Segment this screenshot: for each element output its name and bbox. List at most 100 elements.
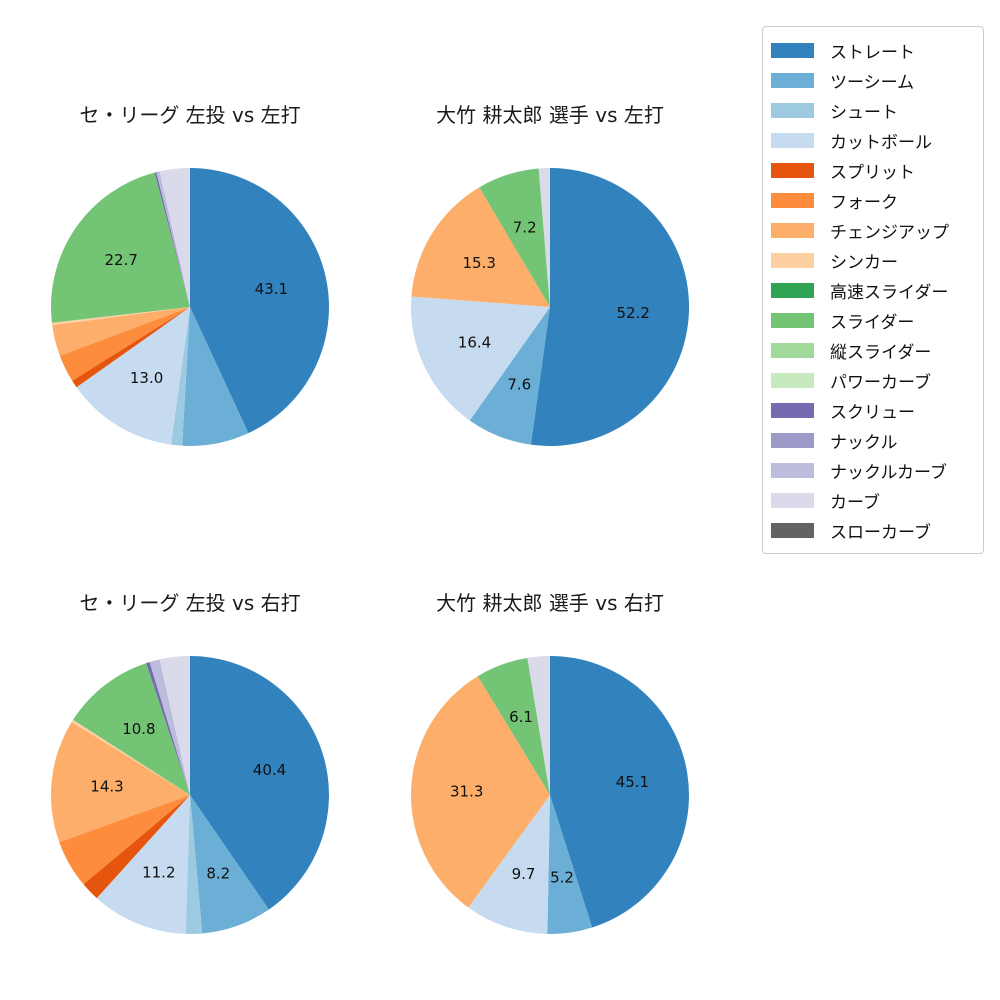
legend-swatch-icon: [771, 252, 814, 268]
pie-slice-value-label: 7.2: [513, 219, 537, 237]
pie-chart-otake-vs-lhb: 大竹 耕太郎 選手 vs 左打 52.2 7.6 16.4 15.3 7.2: [390, 95, 710, 452]
pie-league-lhp-vs-lhb: 43.1 13.0 22.7: [51, 168, 329, 447]
pie-slice-シンカー: [51, 307, 190, 326]
pie-slice-チェンジアップ: [52, 307, 191, 356]
legend-label: カーブ: [830, 492, 880, 513]
chart-title: セ・リーグ 左投 vs 右打: [79, 591, 301, 615]
legend-item: スローカーブ: [771, 515, 979, 545]
pie-slice-ツーシーム: [547, 795, 593, 935]
chart-title: セ・リーグ 左投 vs 左打: [79, 103, 301, 127]
pie-slice-チェンジアップ: [51, 722, 190, 843]
pie-slice-カーブ: [527, 656, 550, 795]
pie-slice-ストレート: [550, 656, 689, 928]
pie-league-lhp-vs-rhb: 40.4 8.2 11.2 14.3 10.8: [51, 656, 329, 934]
pie-slice-カーブ: [159, 656, 190, 795]
pie-slice-value-label: 43.1: [255, 280, 288, 298]
pie-slice-スクリュー: [146, 662, 190, 795]
pie-slice-フォーク: [59, 795, 190, 885]
pie-otake-vs-rhb: 45.1 5.2 9.7 31.3 6.1: [411, 656, 689, 935]
pie-slice-value-label: 10.8: [122, 720, 155, 738]
legend-item: ツーシーム: [771, 65, 979, 95]
legend-item: パワーカーブ: [771, 365, 979, 395]
pie-slice-カーブ: [159, 168, 190, 307]
legend-item: カーブ: [771, 485, 979, 515]
legend-swatch-icon: [771, 402, 814, 418]
legend-swatch-icon: [771, 432, 814, 448]
pie-slice-ツーシーム: [469, 307, 550, 445]
pie-slice-チェンジアップ: [411, 187, 550, 307]
legend-item: スプリット: [771, 155, 979, 185]
pie-slice-シュート: [185, 795, 203, 934]
legend-swatch-icon: [771, 162, 814, 178]
legend-item: 縦スライダー: [771, 335, 979, 365]
legend-label: チェンジアップ: [830, 222, 949, 243]
pie-slice-value-label: 52.2: [616, 304, 649, 322]
pie-slice-スライダー: [51, 172, 190, 323]
pie-slice-value-label: 31.3: [450, 783, 483, 801]
legend-swatch-icon: [771, 42, 814, 58]
pie-slice-ナックルカーブ: [149, 659, 190, 795]
pie-otake-vs-lhb: 52.2 7.6 16.4 15.3 7.2: [410, 168, 690, 446]
legend-item: チェンジアップ: [771, 215, 979, 245]
legend-label: フォーク: [830, 192, 898, 213]
legend-swatch-icon: [771, 72, 814, 88]
pie-slice-シュート: [170, 307, 190, 446]
pie-slice-カットボール: [96, 795, 190, 934]
pie-slice-value-label: 14.3: [90, 777, 123, 795]
legend-item: カットボール: [771, 125, 979, 155]
pie-chart-league-lhp-vs-rhb: セ・リーグ 左投 vs 右打 40.4 8.2 11.2 14.3 10.8: [30, 583, 350, 940]
pie-slice-value-label: 11.2: [142, 863, 175, 881]
legend-swatch-icon: [771, 372, 814, 388]
legend-label: 縦スライダー: [830, 342, 932, 363]
legend-label: ナックルカーブ: [830, 462, 947, 483]
pie-slice-ナックルカーブ: [156, 171, 190, 307]
legend-swatch-icon: [771, 522, 814, 538]
pie-slice-value-label: 15.3: [462, 254, 495, 272]
legend-swatch-icon: [771, 342, 814, 358]
pie-slice-ツーシーム: [182, 307, 249, 447]
legend-label: スプリット: [830, 162, 915, 183]
pie-slice-value-label: 22.7: [104, 251, 137, 269]
legend-swatch-icon: [771, 132, 814, 148]
legend-item: スクリュー: [771, 395, 979, 425]
pie-slice-スプリット: [83, 795, 190, 899]
legend-label: ストレート: [830, 42, 915, 63]
pie-slice-value-label: 5.2: [550, 869, 574, 887]
legend-item: ナックルカーブ: [771, 455, 979, 485]
pie-chart-league-lhp-vs-lhb: セ・リーグ 左投 vs 左打 43.1 13.0 22.7: [30, 95, 350, 452]
pie-chart-otake-vs-rhb: 大竹 耕太郎 選手 vs 右打 45.1 5.2 9.7 31.3 6.1: [390, 583, 710, 940]
legend-swatch-icon: [771, 492, 814, 508]
legend-swatch-icon: [771, 282, 814, 298]
chart-title: 大竹 耕太郎 選手 vs 左打: [436, 103, 664, 127]
legend-item: ナックル: [771, 425, 979, 455]
pie-slice-スライダー: [479, 168, 550, 307]
pie-slice-value-label: 7.6: [507, 376, 531, 394]
pie-slice-value-label: 40.4: [253, 761, 286, 779]
legend-swatch-icon: [771, 462, 814, 478]
legend-item: ストレート: [771, 35, 979, 65]
legend-label: シュート: [830, 102, 898, 123]
legend-label: ツーシーム: [830, 72, 915, 93]
pie-slice-スプリット: [72, 307, 190, 388]
pie-slice-スライダー: [477, 657, 550, 795]
legend-swatch-icon: [771, 222, 814, 238]
pie-slice-ストレート: [530, 168, 690, 446]
pie-slice-カットボール: [468, 795, 550, 934]
pie-slice-value-label: 9.7: [512, 865, 536, 883]
legend-item: スライダー: [771, 305, 979, 335]
legend-label: 高速スライダー: [830, 282, 949, 303]
legend-item: シンカー: [771, 245, 979, 275]
legend-label: カットボール: [830, 132, 932, 153]
pie-slice-ストレート: [190, 168, 329, 434]
legend-label: スクリュー: [830, 402, 915, 423]
legend-label: シンカー: [830, 252, 898, 273]
legend-label: スライダー: [830, 312, 915, 333]
legend-label: ナックル: [830, 432, 898, 453]
pie-slice-フォーク: [59, 307, 190, 381]
legend-label: スローカーブ: [830, 522, 931, 543]
legend-swatch-icon: [771, 102, 814, 118]
pie-slice-value-label: 45.1: [616, 773, 649, 791]
pie-slice-シンカー: [71, 719, 190, 795]
pie-slice-value-label: 13.0: [130, 369, 163, 387]
